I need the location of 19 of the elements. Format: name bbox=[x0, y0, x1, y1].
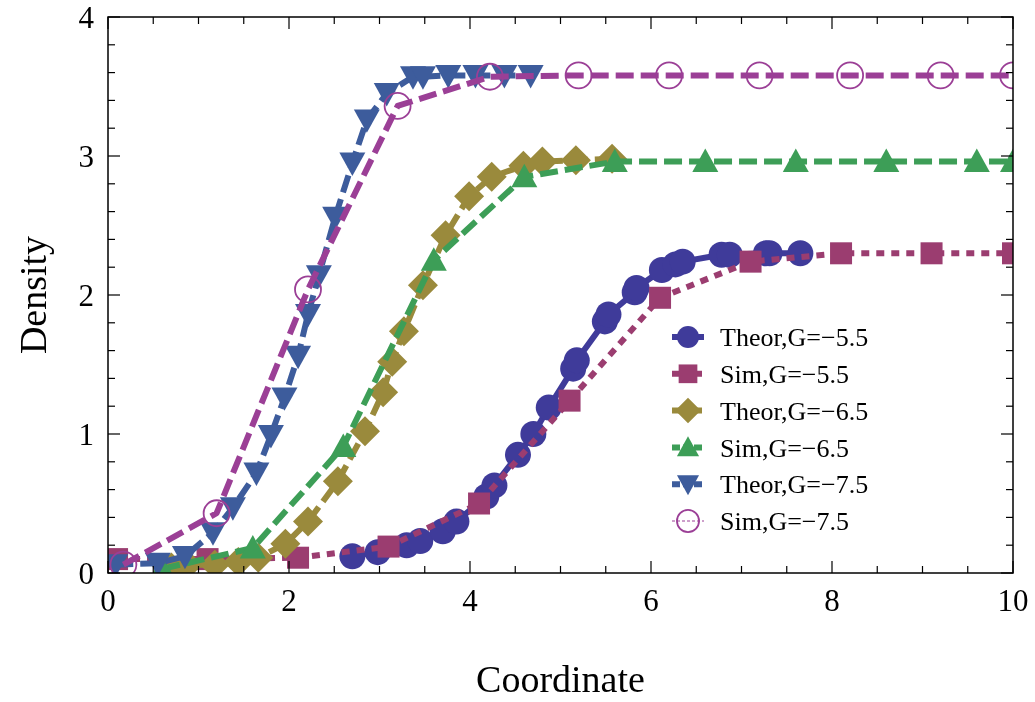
x-tick-label: 4 bbox=[462, 583, 479, 618]
y-tick-label: 1 bbox=[78, 416, 94, 452]
x-tick-label: 0 bbox=[100, 583, 116, 618]
legend-label: Sim,G=−5.5 bbox=[720, 359, 850, 389]
x-tick-label: 6 bbox=[643, 583, 659, 618]
x-tick-label: 8 bbox=[824, 583, 840, 618]
legend-label: Theor,G=−7.5 bbox=[720, 470, 869, 500]
y-axis-title: Density bbox=[12, 235, 54, 355]
legend-label: Sim,G=−7.5 bbox=[720, 507, 850, 537]
legend-label: Theor,G=−5.5 bbox=[720, 323, 869, 353]
y-tick-label: 2 bbox=[78, 277, 94, 313]
legend-label: Sim,G=−6.5 bbox=[720, 433, 850, 463]
x-tick-label: 10 bbox=[997, 583, 1029, 618]
y-tick-label: 4 bbox=[78, 0, 95, 35]
y-tick-label: 0 bbox=[78, 555, 94, 591]
x-tick-label: 2 bbox=[281, 583, 297, 618]
y-tick-label: 3 bbox=[78, 138, 94, 174]
legend-label: Theor,G=−6.5 bbox=[720, 396, 869, 426]
x-axis-title: Coordinate bbox=[476, 658, 645, 700]
